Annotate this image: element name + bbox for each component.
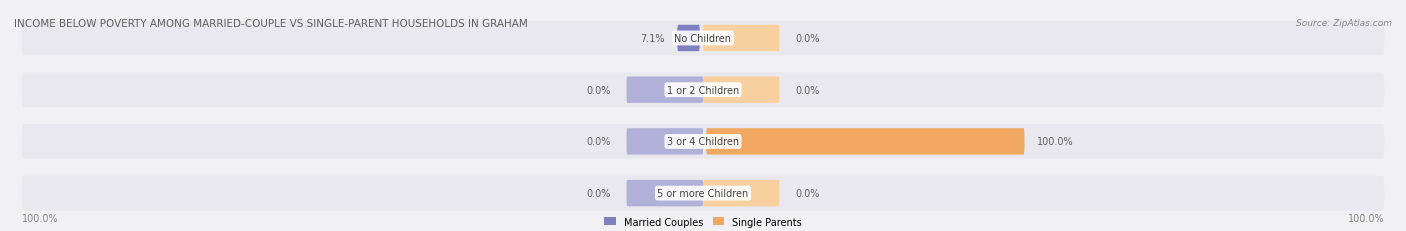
FancyBboxPatch shape — [21, 176, 1385, 210]
FancyBboxPatch shape — [678, 26, 700, 52]
Text: 3 or 4 Children: 3 or 4 Children — [666, 137, 740, 147]
FancyBboxPatch shape — [703, 77, 779, 103]
Text: Source: ZipAtlas.com: Source: ZipAtlas.com — [1296, 18, 1392, 27]
Text: 0.0%: 0.0% — [586, 137, 610, 147]
Text: 5 or more Children: 5 or more Children — [658, 188, 748, 198]
FancyBboxPatch shape — [21, 21, 1385, 56]
Text: 0.0%: 0.0% — [796, 188, 820, 198]
Text: 100.0%: 100.0% — [1347, 213, 1384, 223]
Text: 0.0%: 0.0% — [586, 188, 610, 198]
FancyBboxPatch shape — [703, 26, 779, 52]
Text: 1 or 2 Children: 1 or 2 Children — [666, 85, 740, 95]
FancyBboxPatch shape — [627, 129, 703, 155]
Text: INCOME BELOW POVERTY AMONG MARRIED-COUPLE VS SINGLE-PARENT HOUSEHOLDS IN GRAHAM: INCOME BELOW POVERTY AMONG MARRIED-COUPL… — [14, 18, 527, 28]
Text: 100.0%: 100.0% — [22, 213, 59, 223]
FancyBboxPatch shape — [21, 125, 1385, 159]
Text: 0.0%: 0.0% — [586, 85, 610, 95]
Text: 7.1%: 7.1% — [640, 34, 665, 44]
FancyBboxPatch shape — [703, 180, 779, 207]
Legend: Married Couples, Single Parents: Married Couples, Single Parents — [600, 213, 806, 230]
Text: 0.0%: 0.0% — [796, 34, 820, 44]
FancyBboxPatch shape — [627, 180, 703, 207]
Text: 0.0%: 0.0% — [796, 85, 820, 95]
FancyBboxPatch shape — [21, 73, 1385, 108]
FancyBboxPatch shape — [627, 77, 703, 103]
FancyBboxPatch shape — [706, 129, 1025, 155]
Text: 100.0%: 100.0% — [1038, 137, 1074, 147]
Text: No Children: No Children — [675, 34, 731, 44]
